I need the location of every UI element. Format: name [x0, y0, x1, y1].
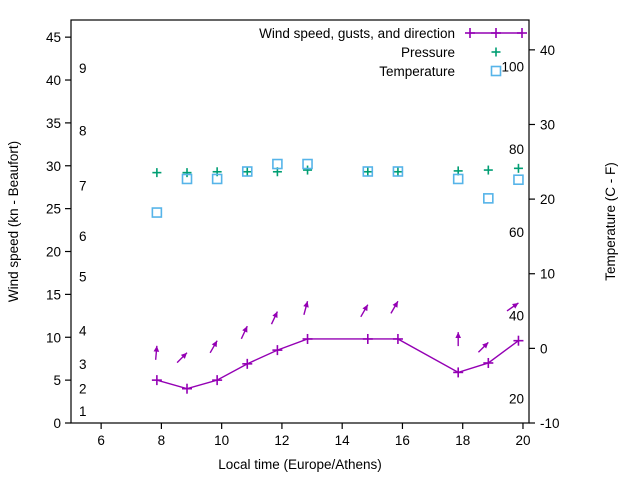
y2-tick-label: 30	[540, 117, 555, 132]
y-tick-label: 25	[46, 202, 61, 217]
gust-direction-arrow	[270, 311, 279, 325]
x-tick-label: 16	[395, 433, 410, 448]
fahrenheit-inner-label: 80	[509, 142, 524, 157]
legend-label-0: Wind speed, gusts, and direction	[259, 26, 455, 41]
temperature-point	[302, 158, 313, 170]
x-tick-label: 10	[214, 433, 229, 448]
legend-sample-marker	[490, 65, 502, 77]
y2-tick-label: 40	[540, 43, 555, 58]
gust-direction-arrow	[176, 352, 188, 364]
gust-direction-arrow	[506, 302, 519, 312]
wind-speed-line	[156, 338, 519, 390]
beaufort-inner-label: 2	[79, 382, 87, 397]
beaufort-inner-label: 4	[79, 323, 87, 338]
gust-direction-arrow	[303, 301, 309, 315]
y-tick-label: 10	[46, 330, 61, 345]
x-tick-label: 14	[335, 433, 351, 448]
y-tick-label: 35	[46, 116, 61, 131]
y2-tick-label: 10	[540, 267, 555, 282]
gust-direction-arrow	[360, 304, 369, 318]
y-tick-label: 15	[46, 287, 61, 302]
y-tick-label: 40	[46, 73, 61, 88]
beaufort-inner-label: 8	[79, 124, 87, 139]
fahrenheit-inner-label: 20	[509, 391, 524, 406]
y-tick-label: 30	[46, 159, 61, 174]
beaufort-inner-label: 7	[79, 178, 87, 193]
temperature-point	[362, 166, 374, 177]
legend-label-1: Pressure	[401, 45, 455, 60]
x-axis-title: Local time (Europe/Athens)	[218, 457, 382, 472]
beaufort-inner-label: 9	[79, 61, 87, 76]
x-tick-label: 12	[274, 433, 289, 448]
x-tick-label: 18	[455, 433, 470, 448]
gust-direction-arrow	[390, 300, 399, 314]
temperature-point	[452, 173, 464, 185]
fahrenheit-inner-label: 40	[509, 309, 524, 324]
gust-direction-arrow	[455, 332, 462, 347]
gust-direction-arrow	[153, 345, 160, 360]
y-tick-label: 20	[46, 245, 61, 260]
temperature-point	[151, 207, 163, 218]
x-tick-label: 20	[515, 433, 530, 448]
y-tick-label: 45	[46, 30, 61, 45]
x-tick-label: 8	[158, 433, 166, 448]
plot-frame	[70, 19, 530, 424]
gust-direction-arrow	[209, 340, 218, 354]
gust-direction-arrow	[477, 341, 489, 353]
beaufort-inner-label: 6	[79, 229, 87, 244]
y2-axis-title: Temperature (C - F)	[603, 162, 618, 281]
fahrenheit-inner-label: 100	[501, 59, 524, 74]
temperature-point	[211, 173, 223, 185]
y-tick-label: 0	[53, 416, 61, 431]
legend-label-2: Temperature	[379, 64, 455, 79]
y-tick-label: 5	[53, 373, 61, 388]
beaufort-inner-label: 1	[79, 404, 87, 419]
temperature-point	[513, 174, 524, 186]
gust-direction-arrow	[240, 325, 248, 340]
y2-tick-label: 0	[540, 341, 548, 356]
y2-tick-label: 20	[540, 192, 555, 207]
y-axis-title: Wind speed (kn - Beaufort)	[6, 141, 21, 302]
temperature-point	[483, 193, 494, 204]
fahrenheit-inner-label: 60	[509, 225, 524, 240]
beaufort-inner-label: 3	[79, 357, 87, 372]
temperature-point	[272, 158, 283, 170]
y2-tick-label: -10	[540, 416, 560, 431]
temperature-point	[181, 173, 193, 185]
temperature-point	[392, 166, 404, 177]
temperature-point	[241, 166, 253, 177]
x-tick-label: 6	[97, 433, 105, 448]
beaufort-inner-label: 5	[79, 269, 87, 284]
